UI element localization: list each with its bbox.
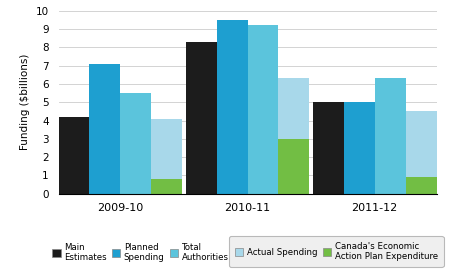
Bar (248, 25, 279, 194)
Legend: Actual Spending, Canada's Economic
Action Plan Expenditure: Actual Spending, Canada's Economic Actio… (231, 238, 441, 265)
Legend: Main
Estimates, Planned
Spending, Total
Authorities: Main Estimates, Planned Spending, Total … (50, 240, 231, 265)
Bar (375, 79, 405, 194)
Bar (120, 93, 151, 194)
Bar (90, 64, 120, 194)
Bar (405, 177, 436, 194)
Y-axis label: Funding ($billions): Funding ($billions) (20, 54, 30, 150)
Bar (279, 79, 309, 139)
Bar (151, 119, 182, 179)
Bar (405, 111, 436, 177)
Bar (313, 102, 344, 194)
Bar (279, 139, 309, 194)
Bar (58, 117, 90, 194)
Bar (344, 102, 375, 194)
Bar (216, 20, 248, 194)
Bar (186, 42, 216, 194)
Bar (151, 179, 182, 194)
